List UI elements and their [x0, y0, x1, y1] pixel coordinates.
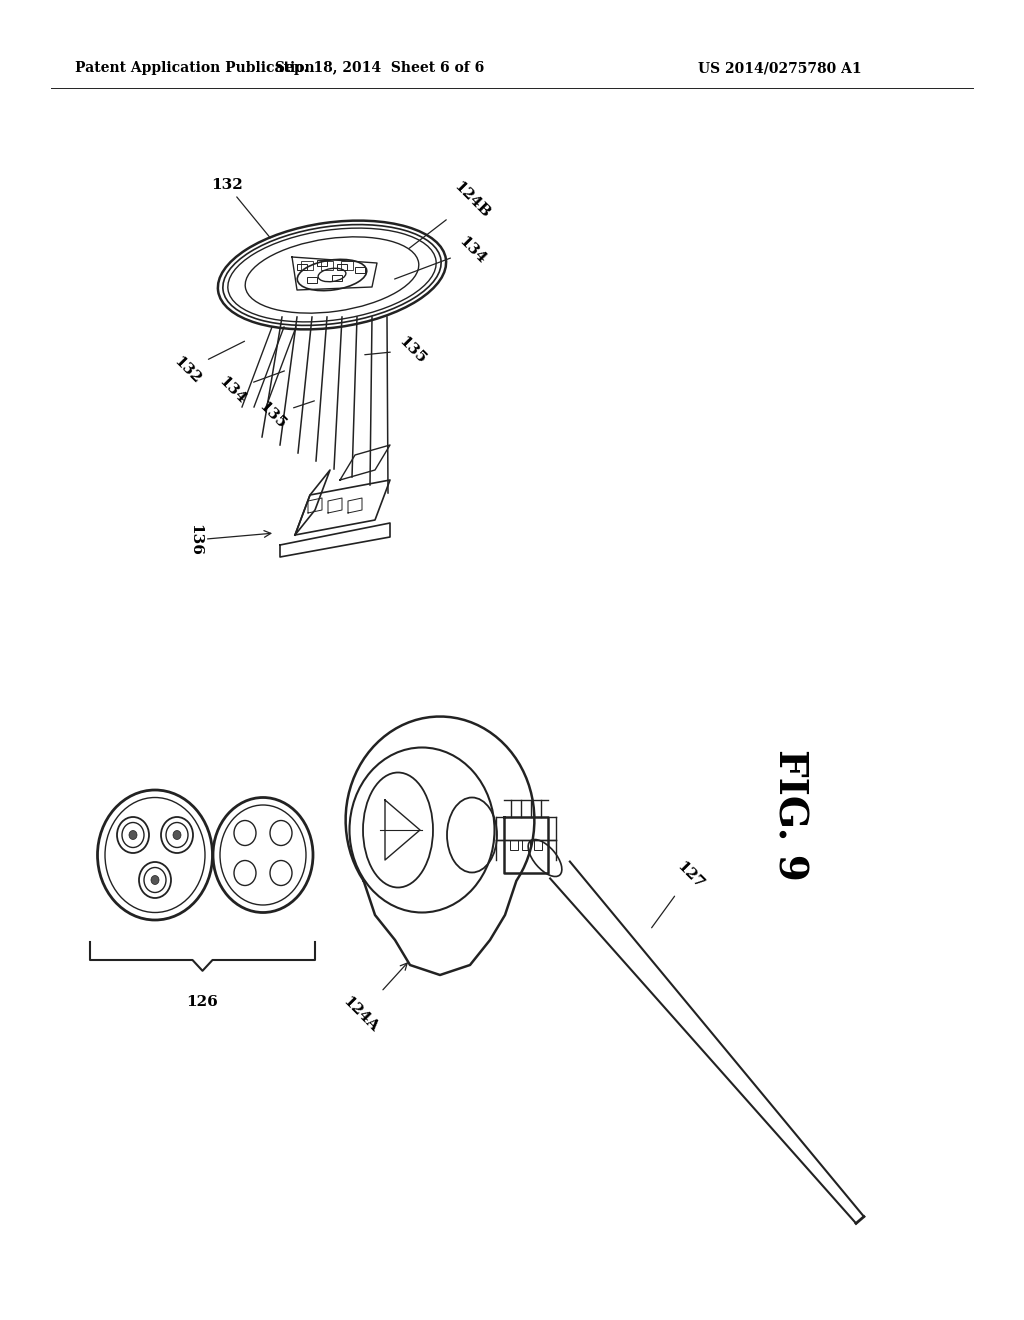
Text: FIG. 9: FIG. 9 — [771, 748, 809, 880]
Text: 124A: 124A — [340, 964, 408, 1035]
Text: 134: 134 — [216, 371, 285, 407]
Text: Sep. 18, 2014  Sheet 6 of 6: Sep. 18, 2014 Sheet 6 of 6 — [275, 61, 484, 75]
Text: 127: 127 — [651, 859, 707, 928]
Text: 134: 134 — [394, 234, 488, 279]
Text: 136: 136 — [188, 524, 270, 556]
Text: 135: 135 — [365, 334, 428, 366]
Text: Patent Application Publication: Patent Application Publication — [75, 61, 314, 75]
Text: 135: 135 — [256, 399, 314, 432]
Text: US 2014/0275780 A1: US 2014/0275780 A1 — [698, 61, 862, 75]
Text: 126: 126 — [186, 995, 218, 1008]
Text: 124B: 124B — [410, 180, 493, 248]
Text: 132: 132 — [171, 342, 245, 387]
Ellipse shape — [151, 875, 159, 884]
Ellipse shape — [129, 830, 137, 840]
Text: 132: 132 — [211, 178, 270, 238]
Ellipse shape — [173, 830, 181, 840]
